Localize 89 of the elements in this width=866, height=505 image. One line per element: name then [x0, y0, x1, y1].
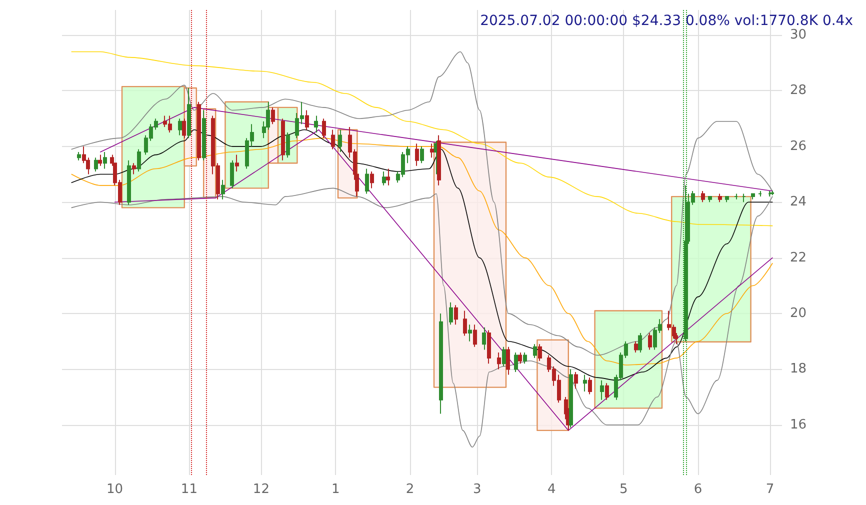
candlestick [187, 87, 191, 139]
y-tick-label: 20 [790, 306, 807, 322]
line-series [71, 51, 773, 226]
y-tick-label: 24 [790, 194, 807, 210]
candlestick [382, 170, 386, 186]
candlestick [758, 190, 762, 198]
candlestick [420, 146, 424, 164]
candlestick [473, 324, 477, 348]
candlestick [574, 371, 578, 390]
candlestick [103, 152, 107, 170]
candlestick [286, 132, 290, 158]
candlestick [202, 110, 206, 161]
candlestick [638, 332, 642, 353]
candlestick [514, 352, 518, 372]
x-tick-label: 6 [694, 482, 702, 497]
candlestick [497, 352, 501, 370]
candlestick [77, 152, 81, 161]
candlestick [370, 170, 374, 189]
candlestick [415, 143, 419, 166]
candlestick [701, 190, 705, 203]
candlestick [331, 129, 335, 150]
x-tick-label: 2 [406, 482, 414, 497]
candlestick [523, 352, 527, 364]
x-tick-label: 12 [252, 482, 270, 497]
candlestick [182, 118, 186, 139]
candlestick [648, 332, 652, 350]
candlestick [365, 168, 369, 194]
candlestick [430, 143, 434, 158]
candlestick [94, 157, 98, 172]
candlestick [588, 377, 592, 395]
candlestick [482, 326, 486, 350]
candlestick [768, 190, 772, 198]
candlestick [518, 352, 522, 364]
line-series [114, 129, 773, 431]
candlestick [197, 101, 201, 161]
candlestick [178, 118, 182, 136]
candlestick [583, 374, 587, 392]
candlestick [463, 310, 467, 336]
candlestick [454, 304, 458, 326]
y-tick-label: 28 [790, 83, 807, 98]
candlestick [221, 179, 225, 200]
candlestick [386, 168, 390, 186]
chart-title: 2025.07.02 00:00:00 $24.33 0.08% vol:1770.8K 0.4x [480, 13, 853, 29]
candlestick [437, 134, 441, 186]
candlestick [634, 340, 638, 353]
candlestick [506, 346, 510, 376]
candlestick [439, 313, 443, 414]
candlestick [770, 190, 774, 196]
x-tick-label: 11 [180, 482, 198, 497]
x-tick-label: 4 [547, 482, 556, 497]
candlestick [230, 160, 234, 189]
x-tick-label: 3 [473, 482, 482, 497]
candlestick [305, 110, 309, 130]
y-tick-label: 22 [790, 250, 807, 266]
line-series [71, 51, 773, 356]
candlestick [708, 196, 712, 203]
x-tick-label: 10 [106, 482, 124, 497]
y-tick-label: 18 [790, 362, 807, 377]
candlestick [533, 344, 537, 359]
candlestick [725, 196, 729, 203]
candlestick [605, 382, 609, 400]
candlestick [502, 346, 506, 367]
candlestick [538, 344, 542, 362]
candlestick [98, 154, 102, 166]
x-tick-label: 1 [331, 482, 340, 497]
candlestick [600, 380, 604, 400]
y-tick-label: 16 [790, 417, 807, 432]
candlestick [742, 193, 746, 203]
candlestick [137, 148, 141, 172]
candlestick [487, 330, 491, 364]
candlestick [235, 154, 239, 172]
candlestick [751, 193, 755, 200]
candlestick [468, 324, 472, 342]
candlestick [449, 302, 453, 326]
candlestick [132, 162, 136, 175]
candlestick [434, 140, 438, 175]
candlestick [338, 129, 342, 153]
y-tick-label: 30 [790, 28, 807, 43]
candlestick [127, 160, 131, 206]
candlestick [322, 118, 326, 139]
candlestick [271, 106, 275, 125]
candlestick [314, 115, 318, 134]
x-tick-label: 7 [766, 482, 774, 497]
candlestick [734, 193, 738, 200]
candlestick [718, 193, 722, 203]
y-tick-label: 26 [790, 138, 807, 154]
candlestick [281, 118, 285, 161]
x-tick-label: 5 [619, 482, 628, 497]
candlestick [569, 368, 573, 428]
